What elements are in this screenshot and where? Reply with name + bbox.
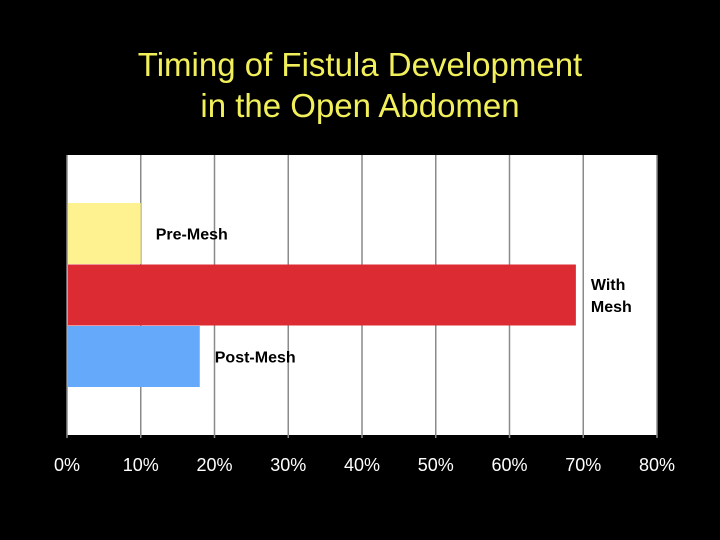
bar-label: Mesh bbox=[591, 299, 632, 316]
bars bbox=[68, 203, 576, 387]
x-tick-label: 10% bbox=[123, 455, 159, 475]
x-tick-label: 50% bbox=[418, 455, 454, 475]
chart-title: Timing of Fistula Development in the Ope… bbox=[0, 44, 720, 126]
x-tick-label: 80% bbox=[639, 455, 675, 475]
chart-title-line-1: Timing of Fistula Development bbox=[137, 46, 583, 83]
bar-post-mesh bbox=[68, 326, 200, 387]
chart-title-line-2: in the Open Abdomen bbox=[200, 87, 520, 124]
x-tick-label: 70% bbox=[565, 455, 601, 475]
bar-pre-mesh bbox=[68, 203, 141, 264]
x-tick-label: 30% bbox=[270, 455, 306, 475]
bar-with-mesh bbox=[68, 264, 576, 326]
x-axis-tick-labels: 0% 10% 20% 30% 40% 50% 60% 70% 80% bbox=[54, 455, 675, 475]
x-tick-label: 40% bbox=[344, 455, 380, 475]
x-tick-label: 0% bbox=[54, 455, 80, 475]
bar-label: Pre-Mesh bbox=[156, 227, 228, 244]
bar-label: With bbox=[591, 277, 626, 294]
bar-label: Post-Mesh bbox=[215, 350, 296, 367]
x-tick-label: 20% bbox=[196, 455, 232, 475]
x-tick-label: 60% bbox=[491, 455, 527, 475]
bar-labels: Pre-Mesh With Mesh Post-Mesh bbox=[156, 227, 632, 367]
